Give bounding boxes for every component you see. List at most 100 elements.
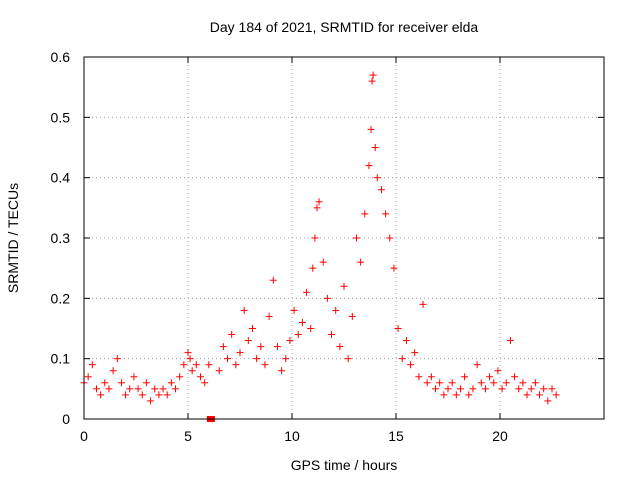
data-point (130, 373, 138, 381)
x-tick-label: 5 (184, 428, 192, 444)
data-point (377, 186, 385, 194)
data-point (97, 391, 105, 399)
data-point (373, 174, 381, 182)
data-point (365, 162, 373, 170)
data-point (192, 361, 200, 369)
data-point (176, 373, 184, 381)
data-point (390, 264, 398, 272)
data-point (253, 355, 261, 363)
data-point (101, 379, 109, 387)
data-point (332, 306, 340, 314)
data-point (548, 385, 556, 393)
y-tick-label: 0.1 (51, 351, 71, 367)
data-point (440, 391, 448, 399)
data-point (344, 355, 352, 363)
data-point (134, 385, 142, 393)
data-point (498, 385, 506, 393)
data-point (544, 397, 552, 405)
ticks-layer: 0 5 10 15 20 0 0.1 0.2 0.3 0.4 0.5 0.6 (51, 49, 604, 444)
data-point (298, 318, 306, 326)
data-point (511, 373, 519, 381)
plot-frame (83, 56, 605, 420)
data-point (340, 282, 348, 290)
data-point (167, 379, 175, 387)
data-point (386, 234, 394, 242)
data-point (456, 385, 464, 393)
data-point (273, 343, 281, 351)
data-point (515, 385, 523, 393)
data-point (536, 391, 544, 399)
data-point (282, 355, 290, 363)
data-point (368, 77, 376, 85)
data-point (531, 379, 539, 387)
y-tick-label: 0.4 (51, 170, 71, 186)
data-point (188, 367, 196, 375)
data-point (92, 385, 100, 393)
data-point (394, 325, 402, 332)
data-point (163, 391, 171, 399)
data-point (205, 361, 213, 369)
data-point (257, 343, 265, 351)
data-point (328, 331, 336, 339)
data-point (186, 355, 194, 363)
data-point (423, 379, 431, 387)
x-axis-label: GPS time / hours (291, 457, 398, 473)
data-point (228, 331, 236, 339)
data-point (315, 198, 323, 206)
y-tick-label: 0 (62, 411, 70, 427)
data-point (261, 361, 269, 369)
x-tick-label: 0 (80, 428, 88, 444)
data-point (348, 312, 356, 320)
data-point (427, 373, 435, 381)
data-point (481, 385, 489, 393)
data-point (444, 385, 452, 393)
data-point (126, 385, 134, 393)
data-point (407, 361, 415, 369)
data-point (236, 349, 244, 357)
grid-layer (84, 57, 604, 419)
data-point (180, 361, 188, 369)
data-point (494, 367, 502, 375)
data-point (184, 349, 192, 357)
data-point (419, 300, 427, 308)
data-point (336, 343, 344, 351)
data-point (490, 379, 498, 387)
data-point (294, 331, 302, 339)
data-point (367, 125, 375, 133)
data-point (201, 379, 209, 387)
data-point (290, 306, 298, 314)
data-point (159, 385, 167, 393)
data-point (382, 210, 390, 218)
data-point (303, 288, 311, 296)
data-point (151, 385, 159, 393)
data-point (269, 276, 277, 284)
data-point (265, 312, 273, 320)
data-point (122, 391, 130, 399)
data-point (313, 204, 321, 212)
data-point (105, 385, 113, 393)
data-point (352, 234, 360, 242)
data-point (473, 361, 481, 369)
data-point (244, 337, 252, 345)
data-point (411, 349, 419, 357)
data-point (88, 361, 96, 369)
data-point (232, 361, 240, 369)
data-point (240, 306, 248, 314)
data-point (172, 385, 180, 393)
data-point (219, 343, 227, 351)
data-point (319, 258, 327, 266)
data-point (142, 379, 150, 387)
data-point (448, 379, 456, 387)
data-point (109, 367, 117, 375)
data-point (278, 367, 286, 375)
data-point (540, 385, 548, 393)
data-point (248, 325, 256, 332)
data-point (369, 71, 377, 79)
data-point (196, 373, 204, 381)
data-point (519, 379, 527, 387)
data-point (398, 355, 406, 363)
data-point (452, 391, 460, 399)
data-point (224, 355, 232, 363)
